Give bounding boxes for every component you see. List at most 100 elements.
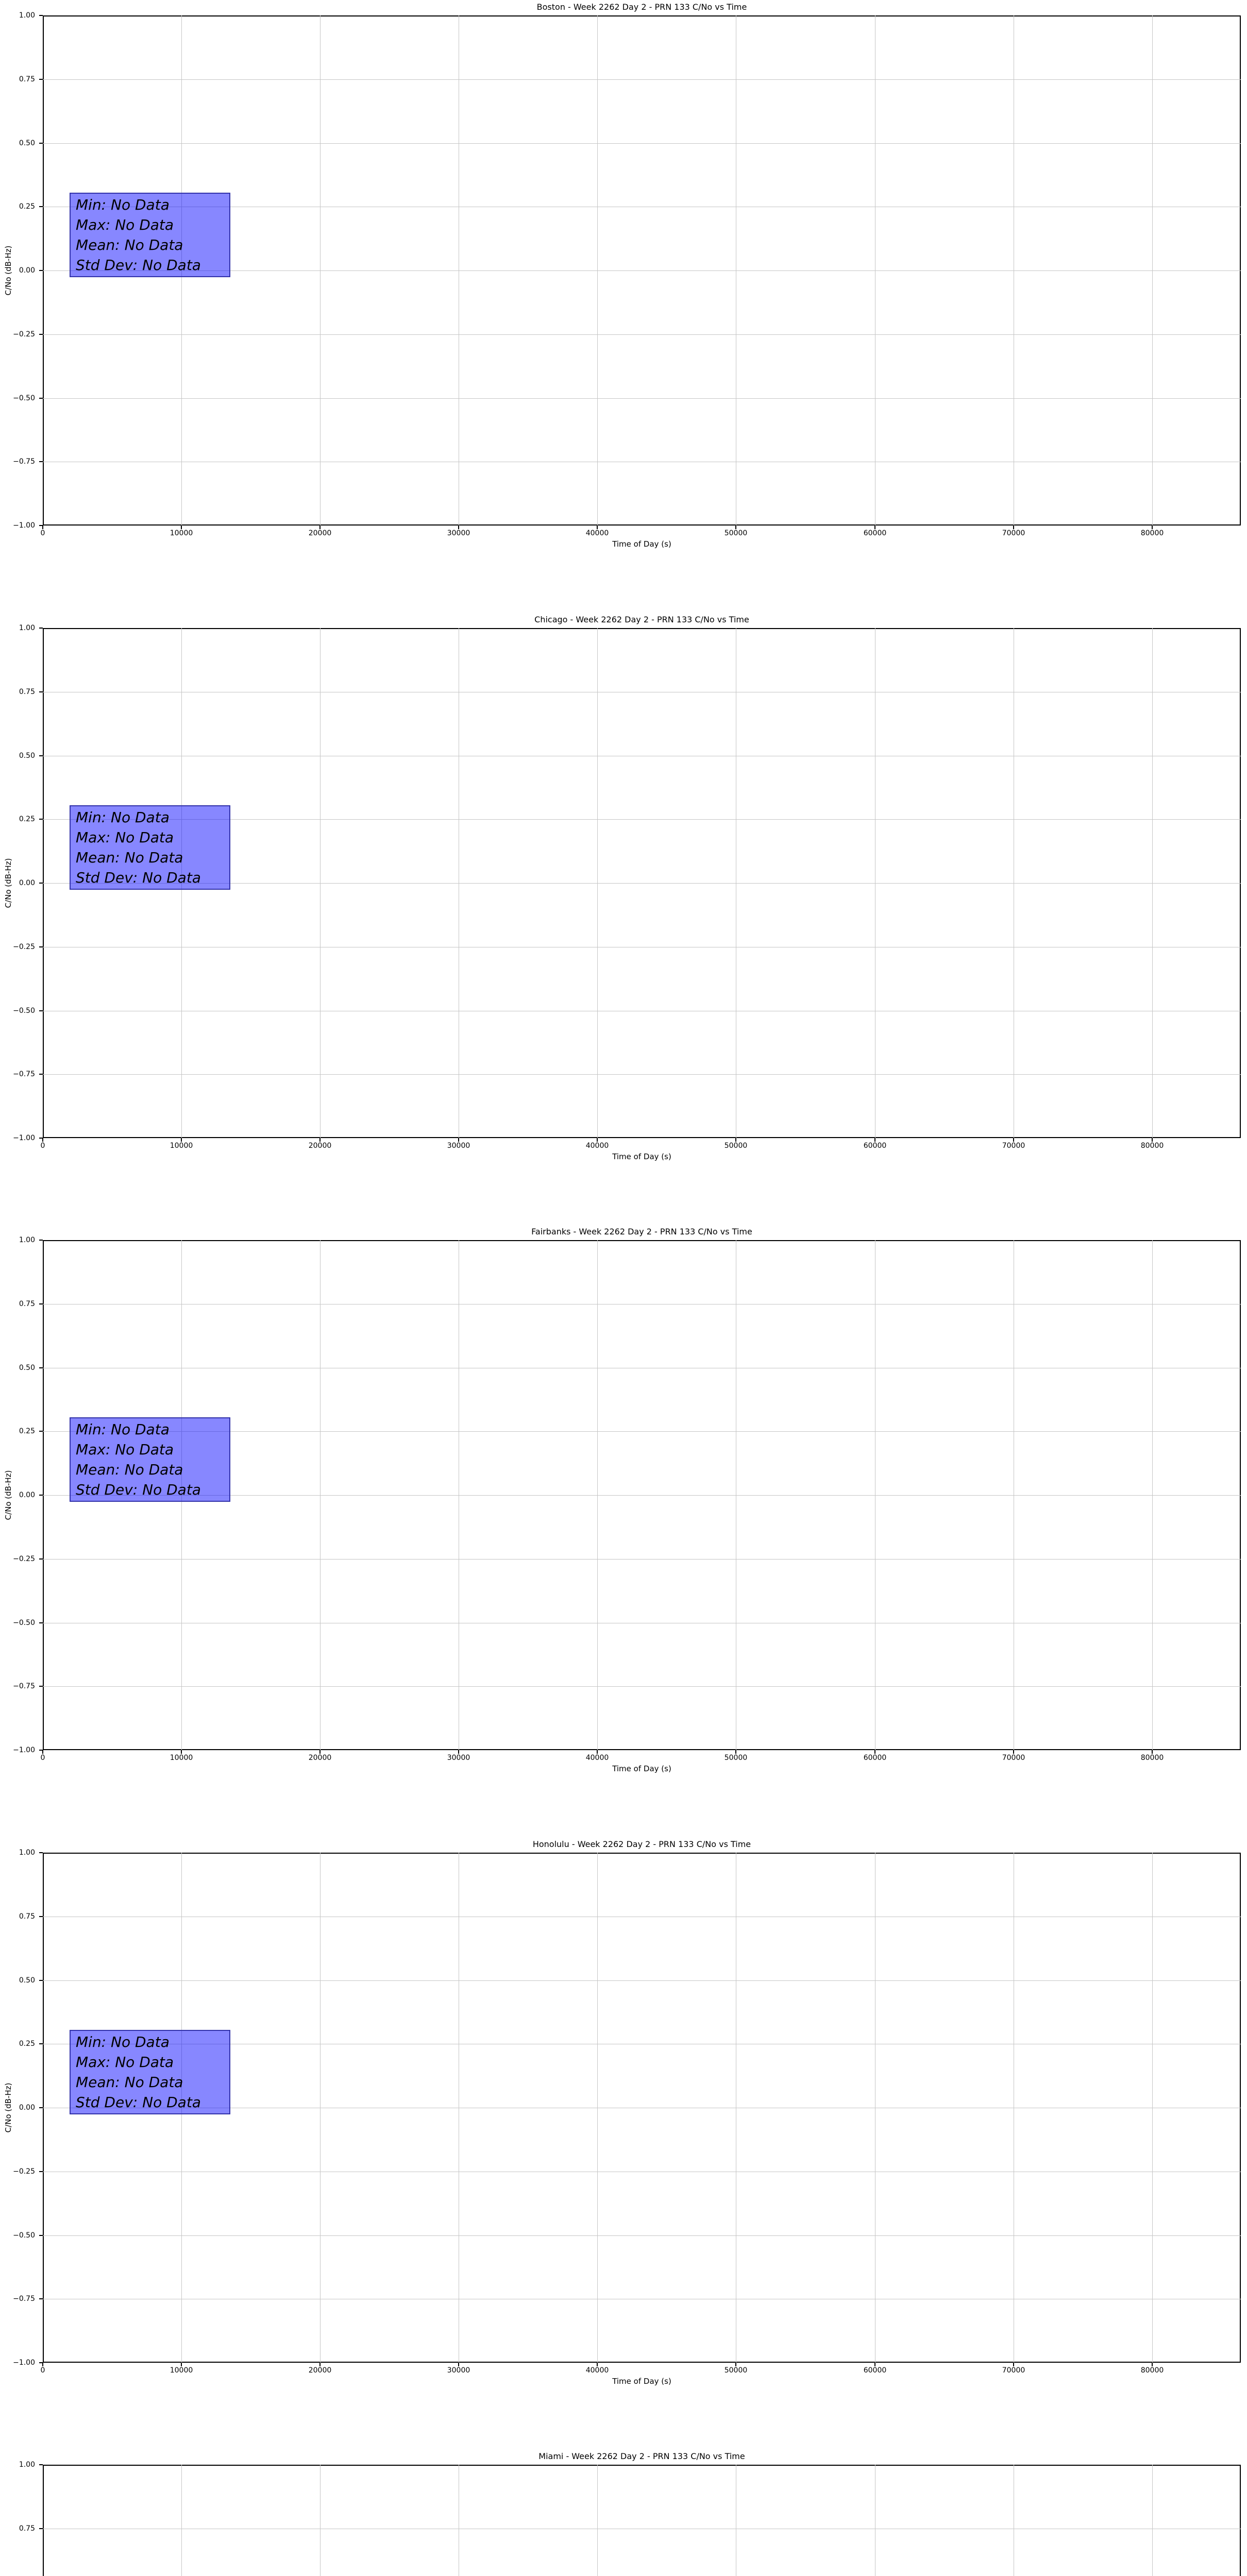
gridline-horizontal — [43, 334, 1241, 335]
chart-title: Honolulu - Week 2262 Day 2 - PRN 133 C/N… — [532, 1839, 751, 1849]
x-tick-label: 0 — [40, 2366, 45, 2375]
x-tick-label: 70000 — [1002, 1142, 1025, 1150]
y-tick-mark — [39, 79, 43, 80]
y-tick-label: 0.50 — [19, 752, 35, 760]
y-tick-mark — [39, 2171, 43, 2172]
stats-line: Std Dev: No Data — [76, 869, 201, 886]
y-tick-label: −1.00 — [13, 1746, 35, 1754]
stats-line: Max: No Data — [76, 1441, 174, 1458]
y-tick-mark — [39, 2464, 43, 2465]
y-tick-label: 0.50 — [19, 1976, 35, 1985]
x-tick-mark — [597, 1750, 598, 1754]
y-tick-mark — [39, 1558, 43, 1560]
y-tick-mark — [39, 628, 43, 629]
y-tick-label: 1.00 — [19, 624, 35, 632]
x-tick-mark — [319, 1138, 321, 1142]
stats-line: Min: No Data — [76, 2033, 170, 2050]
stats-annotation-box: Min: No Data Max: No Data Mean: No Data Std… — [70, 1417, 230, 1502]
gridline-vertical — [1152, 2465, 1153, 2576]
x-tick-label: 30000 — [447, 529, 470, 537]
gridline-horizontal — [43, 2235, 1241, 2236]
x-tick-mark — [42, 1138, 43, 1142]
chart-title: Boston - Week 2262 Day 2 - PRN 133 C/No … — [536, 2, 747, 12]
gridline-horizontal — [43, 1495, 1241, 1496]
y-tick-label: −0.75 — [13, 2295, 35, 2303]
x-tick-label: 80000 — [1140, 1142, 1164, 1150]
y-tick-mark — [39, 2362, 43, 2363]
y-tick-label: 0.25 — [19, 1427, 35, 1435]
y-tick-label: −0.50 — [13, 394, 35, 402]
y-tick-label: −0.75 — [13, 457, 35, 466]
y-tick-mark — [39, 883, 43, 884]
x-tick-mark — [597, 2363, 598, 2366]
x-tick-mark — [458, 1138, 459, 1142]
gridline-horizontal — [43, 883, 1241, 884]
x-tick-label: 60000 — [863, 1754, 887, 1762]
x-tick-label: 0 — [40, 529, 45, 537]
x-tick-mark — [42, 1750, 43, 1754]
stats-line: Std Dev: No Data — [76, 257, 201, 274]
y-tick-label: 0.75 — [19, 1912, 35, 1921]
y-tick-label: −0.25 — [13, 330, 35, 338]
y-tick-mark — [39, 1495, 43, 1496]
x-tick-mark — [874, 1138, 875, 1142]
x-tick-label: 30000 — [447, 1754, 470, 1762]
y-tick-mark — [39, 1622, 43, 1623]
y-tick-mark — [39, 525, 43, 526]
stats-annotation-box: Min: No Data Max: No Data Mean: No Data Std… — [70, 2030, 230, 2114]
x-tick-label: 10000 — [170, 529, 193, 537]
x-tick-label: 40000 — [585, 529, 609, 537]
x-tick-mark — [874, 1750, 875, 1754]
gridline-horizontal — [43, 143, 1241, 144]
y-tick-mark — [39, 755, 43, 756]
x-tick-mark — [181, 526, 182, 529]
stats-annotation-box: Min: No Data Max: No Data Mean: No Data Std… — [70, 193, 230, 277]
y-tick-label: 0.25 — [19, 202, 35, 211]
chart-block: Honolulu - Week 2262 Day 2 - PRN 133 C/N… — [0, 1837, 1247, 2391]
x-tick-label: 20000 — [308, 1142, 332, 1150]
stats-line: Mean: No Data — [76, 236, 183, 253]
x-tick-label: 50000 — [724, 2366, 748, 2375]
y-tick-label: −0.25 — [13, 2167, 35, 2176]
gridline-horizontal — [43, 1686, 1241, 1687]
x-tick-mark — [319, 2363, 321, 2366]
x-axis-label: Time of Day (s) — [612, 539, 671, 549]
x-tick-mark — [181, 1138, 182, 1142]
x-tick-mark — [735, 1750, 736, 1754]
y-tick-mark — [39, 946, 43, 947]
y-tick-mark — [39, 1980, 43, 1981]
x-tick-mark — [458, 1750, 459, 1754]
x-tick-mark — [42, 2363, 43, 2366]
x-tick-label: 60000 — [863, 1142, 887, 1150]
gridline-vertical — [181, 2465, 182, 2576]
y-tick-mark — [39, 1074, 43, 1075]
y-tick-mark — [39, 1431, 43, 1432]
x-tick-mark — [735, 2363, 736, 2366]
x-tick-mark — [319, 1750, 321, 1754]
x-tick-label: 40000 — [585, 1142, 609, 1150]
x-tick-label: 20000 — [308, 529, 332, 537]
x-tick-label: 0 — [40, 1142, 45, 1150]
stats-line: Mean: No Data — [76, 849, 183, 866]
stats-line: Mean: No Data — [76, 2074, 183, 2091]
y-tick-mark — [39, 1240, 43, 1241]
y-tick-label: 0.75 — [19, 2524, 35, 2533]
gridline-horizontal — [43, 79, 1241, 80]
x-tick-mark — [458, 2363, 459, 2366]
y-tick-label: −0.75 — [13, 1682, 35, 1690]
stats-line: Min: No Data — [76, 809, 170, 826]
x-tick-label: 10000 — [170, 1754, 193, 1762]
x-tick-label: 80000 — [1140, 529, 1164, 537]
y-tick-mark — [39, 2528, 43, 2529]
y-tick-label: 0.75 — [19, 688, 35, 696]
x-tick-label: 30000 — [447, 1142, 470, 1150]
y-tick-mark — [39, 206, 43, 207]
x-tick-mark — [1152, 526, 1153, 529]
y-tick-label: 0.75 — [19, 1300, 35, 1308]
y-tick-label: 0.25 — [19, 2040, 35, 2048]
x-tick-label: 40000 — [585, 2366, 609, 2375]
stats-annotation-box: Min: No Data Max: No Data Mean: No Data Std… — [70, 805, 230, 890]
y-tick-mark — [39, 1686, 43, 1687]
x-tick-label: 10000 — [170, 2366, 193, 2375]
